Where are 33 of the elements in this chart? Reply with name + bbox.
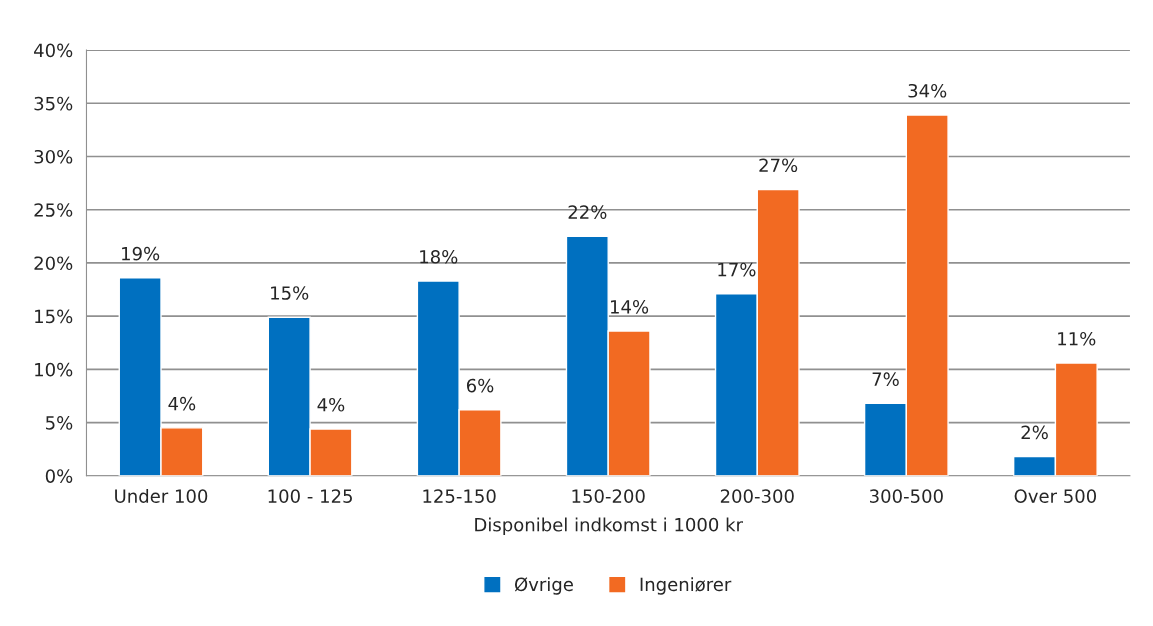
- y-tick-label: 40%: [34, 43, 73, 58]
- legend-label: Ingeniører: [640, 577, 732, 595]
- y-tick-label: 35%: [34, 96, 73, 111]
- x-tick-label: 100 - 125: [268, 489, 352, 503]
- legend-label: Øvrige: [514, 577, 573, 595]
- x-tick-label: 125-150: [423, 489, 496, 503]
- data-label: 19%: [122, 246, 160, 261]
- data-label: 4%: [168, 396, 196, 411]
- data-label: 18%: [420, 249, 458, 264]
- data-label: 6%: [466, 378, 494, 393]
- data-label: 17%: [718, 262, 756, 277]
- y-tick-label: 25%: [34, 203, 73, 217]
- y-tick-label: 20%: [34, 256, 73, 271]
- data-label: 27%: [759, 158, 798, 173]
- data-label: 7%: [872, 372, 899, 387]
- x-tick-label: Over 500: [1014, 489, 1097, 503]
- data-label: 2%: [1021, 425, 1048, 440]
- x-tick-label: Under 100: [115, 488, 208, 503]
- y-tick-label: 15%: [35, 309, 73, 324]
- data-label: 14%: [610, 299, 649, 314]
- data-label: 11%: [1058, 331, 1096, 346]
- x-axis-title: Disponibel indkomst i 1000 kr: [475, 517, 743, 536]
- data-label: 22%: [568, 205, 607, 219]
- y-tick-label: 30%: [34, 149, 73, 164]
- y-tick-label: 5%: [46, 416, 73, 430]
- y-tick-label: 0%: [45, 469, 73, 483]
- y-tick-label: 10%: [35, 362, 73, 377]
- data-label: 15%: [271, 286, 309, 300]
- x-tick-label: 300-500: [870, 489, 943, 503]
- x-tick-label: 150-200: [572, 489, 645, 503]
- x-tick-label: 200-300: [720, 489, 794, 503]
- data-label: 34%: [908, 83, 947, 98]
- data-label: 4%: [317, 397, 345, 412]
